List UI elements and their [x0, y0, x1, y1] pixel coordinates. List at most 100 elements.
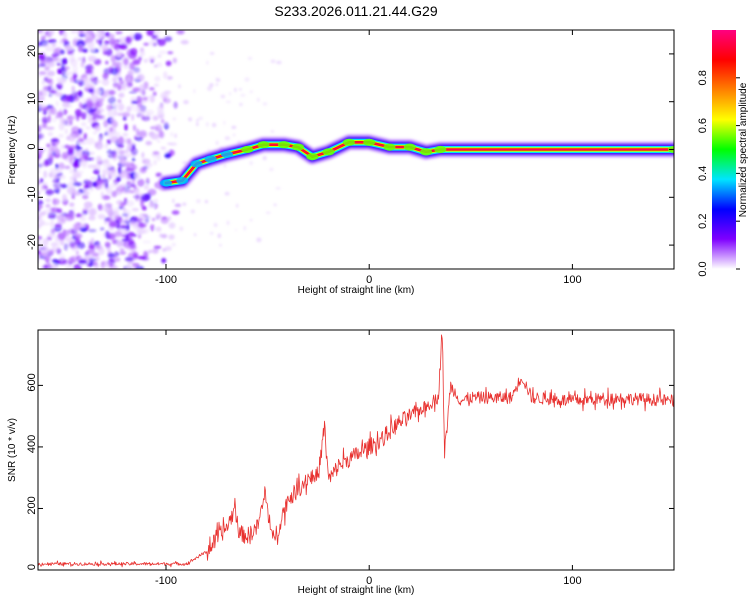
noise-blob	[44, 66, 50, 71]
ridge-point	[257, 141, 270, 149]
noise-blob	[43, 170, 48, 179]
y-tick-label: 10	[26, 93, 38, 105]
noise-blob	[153, 64, 158, 68]
noise-blob	[122, 132, 129, 137]
noise-blob	[138, 130, 147, 138]
noise-blob	[41, 251, 48, 258]
snr-y-ticks: 0 200 400 600	[26, 373, 674, 571]
noise-blob	[62, 194, 67, 201]
noise-blob	[156, 62, 163, 68]
noise-blob	[63, 214, 71, 218]
noise-blob	[50, 138, 59, 142]
noise-blob	[105, 60, 109, 65]
noise-blob	[70, 154, 76, 160]
noise-blob	[54, 223, 62, 228]
noise-blob	[79, 30, 84, 35]
noise-blob	[49, 30, 55, 36]
noise-blob	[78, 80, 85, 87]
noise-blob	[133, 33, 143, 41]
noise-blob	[30, 69, 35, 76]
noise-blob	[84, 65, 93, 70]
noise-blob	[58, 162, 65, 170]
noise-blob	[38, 250, 42, 255]
noise-blob	[60, 183, 68, 189]
noise-blob	[161, 216, 167, 220]
noise-blob	[50, 219, 55, 228]
noise-blob	[92, 261, 98, 266]
noise-blob	[45, 189, 54, 196]
signal-ridge	[158, 134, 674, 191]
y-tick-label: -20	[26, 234, 38, 250]
noise-blob	[239, 102, 243, 107]
noise-blob	[62, 101, 70, 108]
noise-blob	[69, 120, 73, 126]
noise-blob	[42, 85, 49, 91]
spectrogram-y-ticks: -20 -10 0 10 20	[26, 45, 674, 250]
noise-blob	[65, 265, 74, 269]
noise-blob	[132, 124, 137, 131]
noise-blob	[146, 30, 155, 36]
x-tick-label: 0	[366, 274, 372, 286]
noise-blob	[71, 174, 76, 180]
noise-blob	[109, 126, 113, 133]
noise-blob	[71, 207, 76, 212]
noise-blob	[265, 211, 271, 214]
noise-blob	[168, 234, 175, 240]
noise-blob	[153, 245, 162, 249]
ridge-point	[322, 148, 335, 156]
snr-series-line	[38, 334, 674, 568]
noise-blob	[127, 260, 134, 265]
noise-blob	[85, 137, 95, 145]
noise-blob	[72, 38, 78, 47]
noise-blob	[56, 214, 65, 221]
noise-blob	[96, 155, 102, 162]
noise-blob	[62, 58, 68, 65]
noise-blob	[126, 106, 132, 113]
noise-blob	[75, 144, 81, 152]
ridge-point	[306, 153, 319, 161]
noise-blob	[38, 254, 42, 261]
noise-blob	[136, 99, 143, 108]
noise-blob	[163, 90, 171, 95]
noise-blob	[40, 104, 46, 108]
noise-blob	[77, 44, 84, 48]
noise-blob	[73, 172, 82, 178]
noise-blob	[104, 241, 111, 248]
noise-blob	[141, 152, 145, 159]
noise-blob	[40, 59, 45, 66]
noise-blob	[87, 118, 97, 124]
noise-blob	[30, 151, 37, 159]
noise-blob	[220, 94, 226, 99]
noise-blob	[129, 183, 136, 188]
noise-blob	[262, 102, 268, 106]
ridge-point	[241, 145, 254, 154]
noise-blob	[148, 215, 152, 220]
noise-blob	[67, 50, 74, 55]
noise-blob	[196, 122, 199, 127]
noise-blob	[132, 251, 139, 259]
noise-blob	[215, 140, 219, 146]
noise-blob	[158, 130, 165, 139]
noise-blob	[30, 108, 38, 115]
noise-blob	[88, 208, 96, 217]
noise-blob	[87, 229, 97, 233]
noise-blob	[149, 94, 155, 103]
noise-blob	[87, 45, 92, 51]
noise-blob	[93, 163, 101, 171]
noise-blob	[156, 140, 161, 143]
noise-blob	[51, 227, 57, 234]
noise-blob	[167, 51, 174, 55]
noise-blob	[31, 107, 37, 114]
noise-blob	[123, 241, 130, 249]
noise-blob	[152, 248, 159, 254]
noise-blob	[69, 241, 76, 248]
noise-blob	[80, 61, 85, 68]
noise-blob	[117, 103, 125, 112]
x-tick-label: 0	[366, 575, 372, 587]
noise-blob	[68, 261, 73, 266]
noise-blob	[78, 128, 83, 135]
noise-blob	[171, 242, 176, 247]
noise-blob	[38, 148, 44, 156]
spectrogram-x-ticks: -100 0 100	[155, 30, 582, 286]
